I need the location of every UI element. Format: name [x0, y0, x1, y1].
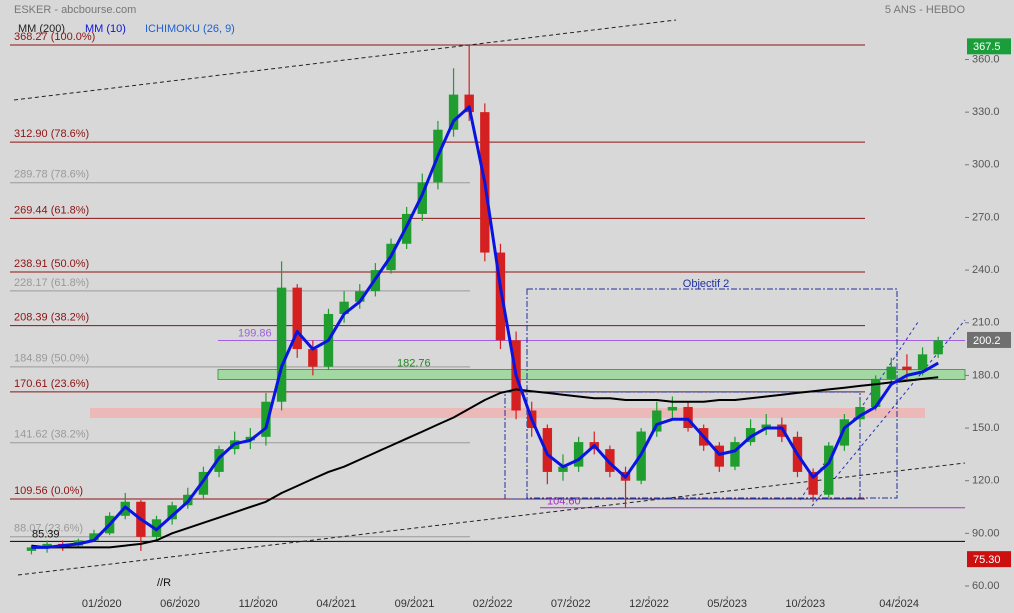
trend-line — [13, 19, 677, 101]
candle-body — [308, 349, 318, 367]
fib-label: 184.89 (50.0%) — [14, 353, 89, 365]
candle-body — [448, 94, 459, 130]
candle-body — [886, 366, 896, 379]
fib-label: 88.07 (23.6%) — [14, 523, 83, 535]
pink-zone — [90, 408, 925, 418]
fib-label: 312.90 (78.6%) — [14, 128, 89, 140]
candle-body — [683, 406, 693, 429]
price-tag-label: 75.30 — [973, 554, 1001, 566]
fib-label: 208.39 (38.2%) — [14, 311, 89, 323]
candle-body — [276, 287, 287, 402]
candle-body — [558, 466, 568, 472]
resistance-label: 199.86 — [238, 327, 272, 339]
x-tick-label: 04/2024 — [879, 598, 919, 610]
fib-label: 289.78 (78.6%) — [14, 169, 89, 181]
price-tag-label: 200.2 — [973, 335, 1001, 347]
support-label: 182.76 — [397, 357, 431, 369]
y-tick-label: 180.0 — [972, 369, 1000, 381]
y-tick-label: 270.0 — [972, 211, 1000, 223]
fib-label: 170.61 (23.6%) — [14, 378, 89, 390]
candle-body — [261, 401, 271, 437]
y-tick-label: 240.0 — [972, 264, 1000, 276]
trend-line — [17, 462, 966, 576]
candle-body — [198, 471, 209, 495]
candle-body — [714, 445, 725, 467]
range-box — [504, 391, 861, 500]
price-tag-label: 367.5 — [973, 41, 1001, 53]
candle-body — [761, 424, 771, 429]
moving-average — [31, 105, 939, 549]
y-tick-label: 210.0 — [972, 317, 1000, 329]
target-label: Objectif 2 — [683, 278, 729, 290]
candle-body — [339, 301, 349, 314]
legend-item: MM (10) — [85, 23, 126, 35]
x-tick-label: 02/2022 — [473, 598, 513, 610]
low-level-label: 104.60 — [547, 496, 581, 508]
candle-body — [839, 419, 850, 446]
y-tick-label: 300.0 — [972, 159, 1000, 171]
base-level-label: 85.39 — [32, 528, 60, 540]
y-tick-label: 60.00 — [972, 580, 1000, 592]
x-tick-label: 01/2020 — [82, 598, 122, 610]
candle-body — [605, 449, 615, 472]
candle-body — [933, 340, 943, 355]
y-tick-label: 330.0 — [972, 106, 1000, 118]
candle-body — [667, 406, 678, 411]
fib-label: 141.62 (38.2%) — [14, 429, 89, 441]
period: 5 ANS - HEBDO — [885, 4, 966, 16]
candle-body — [855, 406, 865, 420]
candle-body — [870, 378, 881, 407]
candle-body — [902, 366, 912, 371]
candle-body — [417, 182, 427, 214]
candle-body — [808, 471, 818, 495]
x-tick-label: 12/2022 — [629, 598, 669, 610]
x-tick-label: 09/2021 — [395, 598, 435, 610]
candle-body — [730, 442, 740, 467]
target-box — [526, 288, 898, 499]
x-tick-label: 07/2022 — [551, 598, 591, 610]
candle-body — [355, 291, 365, 302]
candle-body — [745, 428, 756, 443]
y-tick-label: 360.0 — [972, 53, 1000, 65]
x-tick-label: 10/2023 — [785, 598, 825, 610]
candle-body — [167, 505, 177, 520]
candle-body — [495, 252, 506, 341]
source: ESKER - abcbourse.com — [14, 4, 136, 16]
candle-body — [573, 442, 584, 467]
candle-body — [89, 533, 99, 541]
candle-body — [824, 445, 834, 495]
under-layer — [10, 44, 966, 542]
fib-label: 269.44 (61.8%) — [14, 204, 89, 216]
legend-item: MM (200) — [18, 23, 65, 35]
x-tick-label: 04/2021 — [316, 598, 356, 610]
price-tag — [967, 551, 1011, 568]
note: //R — [157, 577, 171, 589]
fib-label: 228.17 (61.8%) — [14, 277, 89, 289]
price-tag — [967, 331, 1011, 348]
candle-body — [42, 543, 52, 548]
candle-body — [292, 287, 302, 350]
price-tag — [967, 38, 1011, 55]
fib-label: 238.91 (50.0%) — [14, 258, 89, 270]
x-tick-label: 11/2020 — [239, 598, 278, 610]
y-tick-label: 90.00 — [972, 527, 1000, 539]
candle-body — [652, 410, 662, 432]
candle-body — [26, 547, 37, 551]
y-tick-label: 150.0 — [972, 422, 1000, 434]
fib-label: 368.27 (100.0%) — [14, 31, 95, 43]
legend-item: ICHIMOKU (26, 9) — [145, 23, 235, 35]
candle-body — [542, 428, 553, 472]
moving-average — [31, 376, 939, 549]
candle-body — [917, 354, 928, 371]
y-tick-label: 120.0 — [972, 475, 1000, 487]
candle-body — [464, 94, 474, 113]
fib-label: 109.56 (0.0%) — [14, 485, 83, 497]
x-tick-label: 05/2023 — [707, 598, 747, 610]
support-zone — [217, 369, 966, 380]
x-tick-label: 06/2020 — [160, 598, 200, 610]
